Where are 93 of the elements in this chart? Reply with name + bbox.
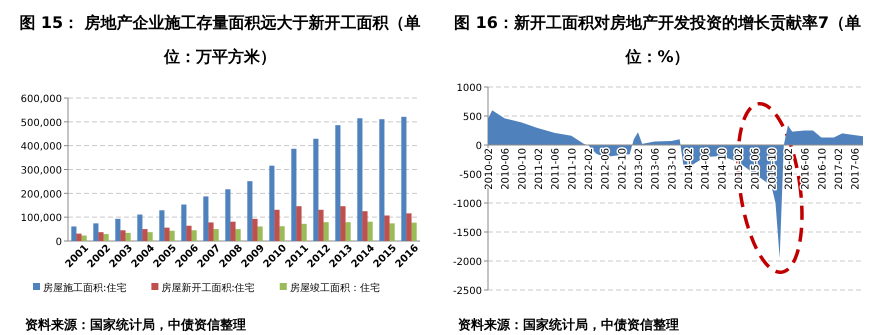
x-tick-label: 2013-06	[650, 148, 662, 190]
bar	[384, 216, 390, 241]
bar	[296, 206, 302, 241]
y-tick-label: -2500	[452, 286, 482, 297]
chart-title: 图 15： 房地产企业施工存量面积远大于新开工面积（单位：万平方米）	[18, 12, 422, 68]
y-tick-label: -1500	[452, 228, 482, 239]
bar	[401, 116, 406, 241]
y-tick-label: -2000	[452, 257, 482, 268]
bar	[252, 218, 258, 241]
y-tick-label: 500	[462, 112, 482, 123]
bar	[412, 222, 417, 241]
bar	[104, 234, 109, 241]
x-tick-label: 2012-10	[617, 148, 628, 190]
x-tick-label: 2014-10	[717, 148, 728, 190]
bar	[120, 230, 126, 241]
legend-label: 房屋竣工面积：住宅	[290, 282, 380, 294]
bar	[115, 218, 120, 241]
y-tick-label: 400,000	[20, 142, 62, 153]
bar	[159, 210, 164, 241]
x-tick-label: 2016-06	[800, 148, 812, 190]
legend-label: 房屋新开工面积:住宅	[161, 282, 255, 294]
bar	[71, 226, 76, 241]
bar	[379, 119, 384, 241]
y-tick-label: 500,000	[20, 118, 62, 129]
bar	[214, 229, 219, 241]
y-tick-label: -500	[459, 170, 482, 181]
bar	[98, 232, 104, 241]
y-tick-label: 0	[56, 237, 62, 248]
bar	[258, 226, 263, 241]
bar	[362, 211, 368, 241]
text: 资料来源：国家统计局，中债资信整理	[25, 316, 246, 334]
x-tick-label: 2011-06	[550, 148, 562, 190]
x-tick-label: 2010-02	[484, 148, 495, 190]
bar	[406, 213, 412, 241]
bar	[142, 229, 148, 241]
x-tick-label: 2015-02	[734, 148, 745, 190]
x-tick-label: 2010-10	[517, 148, 528, 190]
bar	[230, 222, 236, 241]
bar	[126, 232, 131, 241]
bar	[236, 229, 241, 241]
x-tick-label: 2012-06	[600, 148, 612, 190]
bar	[324, 222, 329, 241]
y-tick-label: 300,000	[20, 166, 62, 176]
y-tick-label: 1000	[456, 83, 482, 94]
bar	[170, 230, 175, 241]
x-tick-label: 2013-10	[667, 148, 678, 190]
x-tick-label: 2010-06	[500, 148, 512, 190]
x-tick-label: 2011-10	[567, 148, 578, 190]
bar	[137, 214, 142, 241]
x-tick-label: 2011-02	[534, 148, 545, 190]
chart-title: 图 16：新开工面积对房地产开发投资的增长贡献率7（单位：%）	[453, 12, 862, 68]
bar	[186, 226, 192, 241]
x-tick-label: 2012-02	[584, 148, 595, 190]
x-tick-label: 2016-02	[784, 148, 795, 190]
x-tick-label: 2015-06	[750, 148, 762, 190]
x-tick-label: 2014-06	[700, 148, 712, 190]
bar	[247, 181, 252, 241]
bar	[313, 138, 318, 241]
y-tick-label: -1000	[452, 199, 482, 210]
text: 资料来源：国家统计局，中债资信整理	[458, 316, 679, 334]
bar	[357, 118, 362, 241]
bar	[148, 232, 153, 241]
bar	[181, 204, 186, 241]
bar	[164, 228, 170, 241]
bar	[82, 236, 87, 241]
bar	[368, 222, 373, 241]
x-tick-label: 2013-02	[634, 148, 645, 190]
bar	[346, 222, 351, 241]
y-tick-label: 200,000	[20, 189, 62, 200]
x-tick-label: 2014-02	[684, 148, 695, 190]
y-tick-label: 0	[476, 141, 482, 152]
x-tick-label: 2016-10	[817, 148, 828, 190]
bar	[302, 224, 307, 241]
bar	[192, 230, 197, 241]
bar	[280, 226, 285, 241]
bar	[390, 223, 395, 241]
legend-label: 房屋施工面积:住宅	[43, 282, 126, 294]
x-tick-label: 2017-02	[834, 148, 845, 190]
bar	[269, 166, 274, 241]
bar	[335, 125, 340, 241]
bar	[225, 189, 230, 241]
x-tick-label: 2017-06	[850, 148, 862, 190]
bar	[291, 148, 296, 241]
bar	[318, 210, 324, 241]
bar	[203, 196, 208, 241]
bar	[93, 223, 98, 241]
y-tick-label: 600,000	[20, 94, 62, 105]
x-tick-label: 2015-10	[767, 148, 778, 190]
y-tick-label: 100,000	[20, 213, 62, 224]
bar	[76, 234, 82, 241]
bar	[208, 222, 214, 241]
bar	[274, 210, 280, 241]
bar	[340, 206, 346, 241]
